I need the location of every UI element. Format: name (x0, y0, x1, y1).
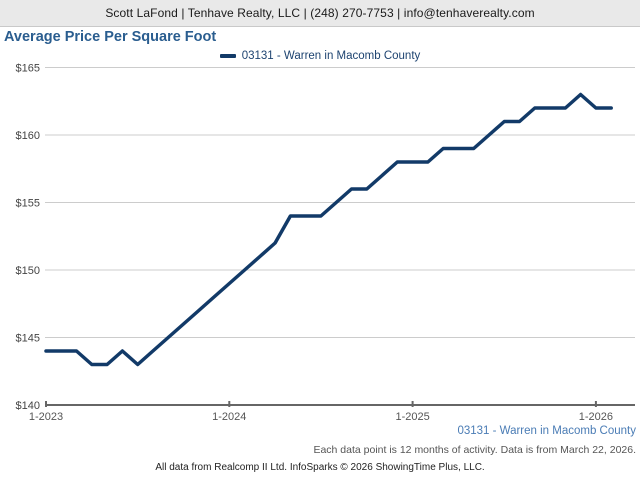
footer-attribution: All data from Realcomp II Ltd. InfoSpark… (155, 462, 485, 473)
chart-legend: 03131 - Warren in Macomb County (0, 49, 640, 63)
y-tick-label: $165 (16, 63, 40, 75)
x-tick-label: 1-2024 (212, 411, 246, 422)
chart-title: Average Price Per Square Foot (4, 29, 217, 45)
price-line-chart: $140 $145 $150 $155 $160 $165 1-2023 1-2024 1-20… (16, 63, 635, 422)
price-line (44, 92, 613, 367)
contact-header-bar: Scott LaFond | Tenhave Realty, LLC | (24… (0, 0, 640, 27)
legend-line-swatch (219, 54, 236, 58)
x-tick-label: 1-2025 (395, 411, 429, 422)
y-tick-label: $160 (16, 130, 40, 142)
y-tick-label: $155 (16, 198, 40, 210)
y-tick-label: $150 (16, 265, 40, 277)
y-tick-label: $145 (16, 333, 40, 345)
x-tick-label: 1-2026 (579, 411, 613, 422)
footer-series-label: 03131 - Warren in Macomb County (457, 425, 636, 437)
y-tick-label: $140 (16, 400, 40, 412)
contact-header-text: Scott LaFond | Tenhave Realty, LLC | (24… (105, 6, 535, 20)
footer-data-note: Each data point is 12 months of activity… (313, 444, 636, 456)
legend-label: 03131 - Warren in Macomb County (241, 50, 421, 62)
x-tick-label: 1-2023 (29, 411, 63, 422)
